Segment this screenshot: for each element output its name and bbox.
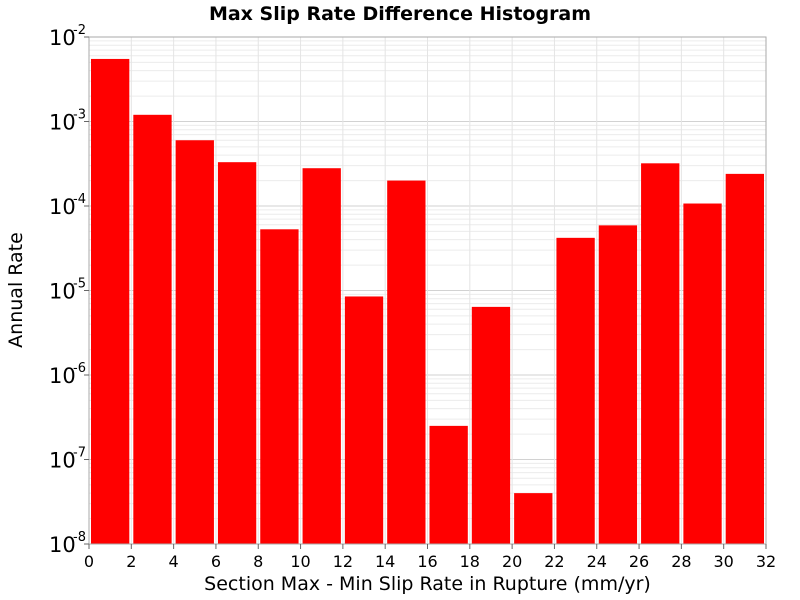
y-tick-exponent: -2 xyxy=(73,23,86,38)
y-tick-label: 10 xyxy=(49,280,76,304)
histogram-bar xyxy=(683,203,722,544)
x-tick-label: 8 xyxy=(253,552,263,571)
histogram-bar xyxy=(91,58,130,544)
histogram-bar xyxy=(471,306,511,544)
histogram-bar xyxy=(725,173,764,545)
x-tick-label: 14 xyxy=(375,552,395,571)
histogram-bar xyxy=(344,296,384,544)
histogram-bar xyxy=(641,163,680,544)
y-axis-ticks: 10-810-710-610-510-410-310-2 xyxy=(49,23,89,557)
x-tick-label: 6 xyxy=(211,552,221,571)
x-tick-label: 28 xyxy=(671,552,691,571)
x-axis-label: Section Max - Min Slip Rate in Rupture (… xyxy=(204,573,651,595)
histogram-bar xyxy=(429,425,468,544)
x-tick-label: 12 xyxy=(333,552,353,571)
histogram-bar xyxy=(302,168,341,544)
x-tick-label: 16 xyxy=(417,552,437,571)
x-tick-label: 26 xyxy=(629,552,649,571)
y-tick-exponent: -4 xyxy=(73,192,86,207)
x-tick-label: 24 xyxy=(587,552,607,571)
x-tick-label: 0 xyxy=(84,552,94,571)
x-tick-label: 2 xyxy=(126,552,136,571)
x-tick-label: 10 xyxy=(290,552,310,571)
histogram-bar xyxy=(175,140,214,544)
y-tick-exponent: -3 xyxy=(73,108,86,123)
y-axis-label: Annual Rate xyxy=(5,232,27,348)
chart-title: Max Slip Rate Difference Histogram xyxy=(209,3,591,25)
y-tick-label: 10 xyxy=(49,26,76,50)
y-tick-label: 10 xyxy=(49,533,76,557)
x-tick-label: 18 xyxy=(460,552,480,571)
y-tick-exponent: -5 xyxy=(73,277,86,292)
x-tick-label: 32 xyxy=(756,552,776,571)
y-tick-label: 10 xyxy=(49,195,76,219)
histogram-bar xyxy=(556,237,595,544)
x-tick-label: 4 xyxy=(169,552,179,571)
bars xyxy=(91,58,764,545)
x-axis-ticks: 0 2 4 6 8 10 12 14 16 18 20 22 24 26 28 30 32 xyxy=(84,544,776,571)
y-tick-exponent: -8 xyxy=(73,530,86,545)
y-tick-label: 10 xyxy=(49,449,76,473)
y-tick-exponent: -6 xyxy=(73,361,86,376)
y-tick-label: 10 xyxy=(49,364,76,388)
histogram-bar xyxy=(260,229,299,544)
histogram-bar xyxy=(217,162,257,544)
histogram-bar xyxy=(387,180,426,544)
y-tick-label: 10 xyxy=(49,111,76,135)
x-tick-label: 30 xyxy=(714,552,734,571)
x-tick-label: 20 xyxy=(502,552,522,571)
histogram-bar xyxy=(133,114,172,545)
histogram-bar xyxy=(514,493,553,544)
x-tick-label: 22 xyxy=(544,552,564,571)
y-tick-exponent: -7 xyxy=(73,446,86,461)
histogram-bar xyxy=(598,225,638,544)
